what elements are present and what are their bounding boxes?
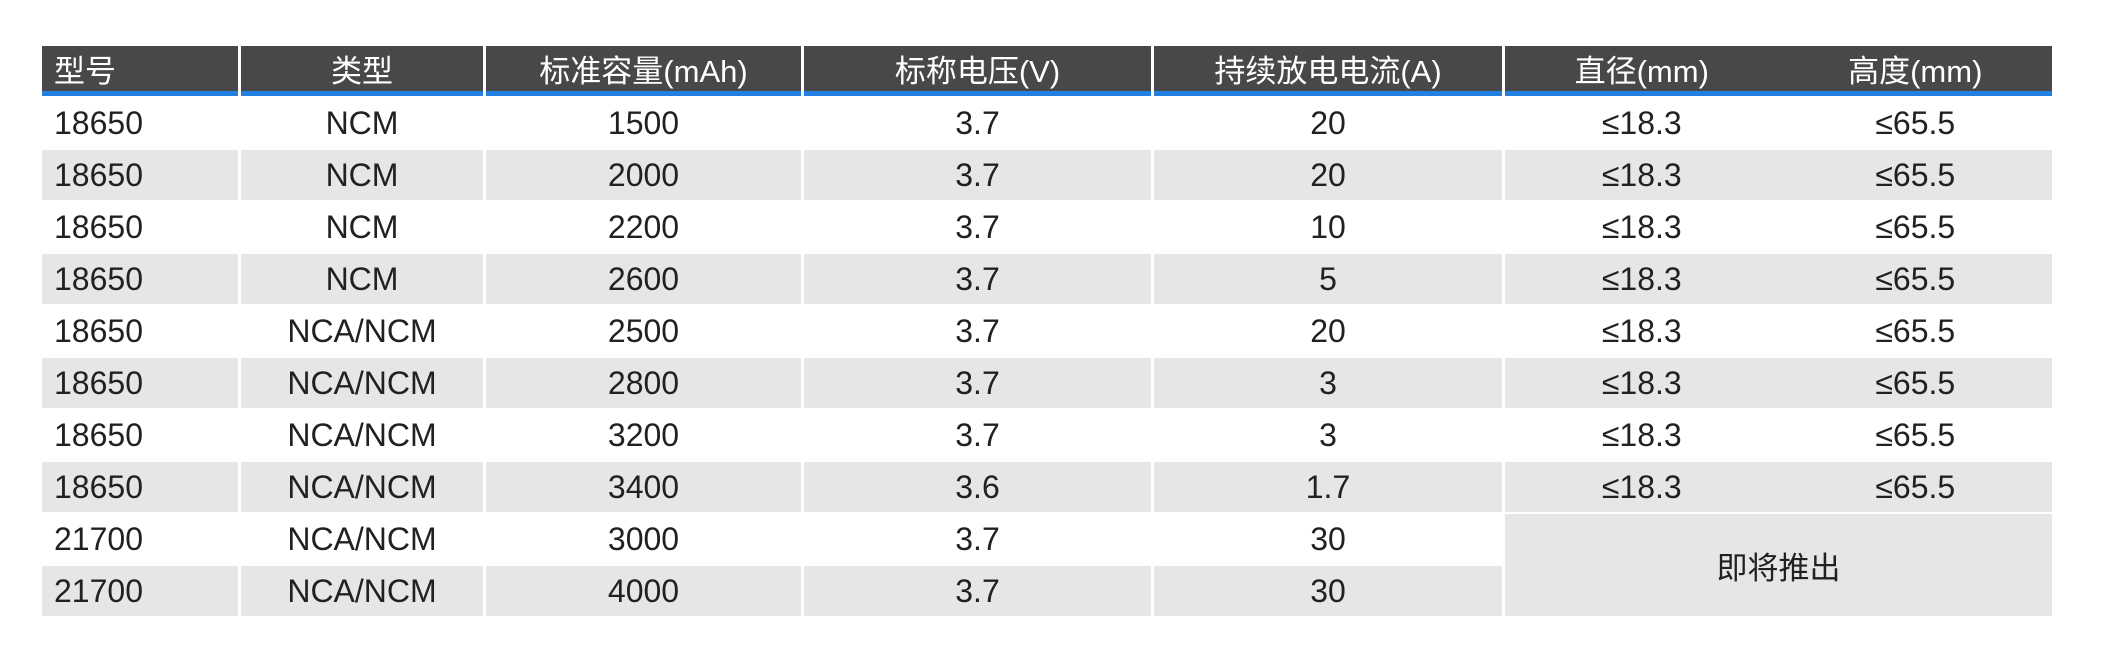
cell-voltage: 3.7 xyxy=(804,358,1151,408)
cell-model: 18650 xyxy=(42,462,238,512)
battery-spec-section: 型号 类型 标准容量(mAh) 标称电压(V) 持续放电电流(A) 直径(mm)… xyxy=(39,44,2055,618)
cell-voltage: 3.7 xyxy=(804,306,1151,356)
cell-diameter: ≤18.3 xyxy=(1601,208,1682,245)
cell-model: 18650 xyxy=(42,254,238,304)
table-row: 21700 NCA/NCM 4000 3.7 30 xyxy=(42,566,2052,616)
cell-model: 18650 xyxy=(42,410,238,460)
cell-capacity: 2800 xyxy=(486,358,801,408)
cell-dimensions: ≤18.3 ≤65.5 xyxy=(1505,358,2052,408)
cell-type: NCA/NCM xyxy=(241,410,483,460)
cell-current: 30 xyxy=(1154,514,1502,564)
cell-height: ≤65.5 xyxy=(1875,364,1956,401)
cell-current: 1.7 xyxy=(1154,462,1502,512)
cell-capacity: 2600 xyxy=(486,254,801,304)
cell-model: 21700 xyxy=(42,514,238,564)
cell-voltage: 3.6 xyxy=(804,462,1151,512)
cell-type: NCA/NCM xyxy=(241,306,483,356)
column-header-capacity: 标准容量(mAh) xyxy=(486,46,801,96)
cell-diameter: ≤18.3 xyxy=(1601,260,1682,297)
cell-capacity: 1500 xyxy=(486,98,801,148)
cell-type: NCM xyxy=(241,150,483,200)
cell-capacity: 2500 xyxy=(486,306,801,356)
cell-capacity: 3000 xyxy=(486,514,801,564)
cell-model: 18650 xyxy=(42,202,238,252)
coming-soon-cell: 即将推出 xyxy=(1505,514,2052,616)
cell-current: 3 xyxy=(1154,358,1502,408)
cell-height: ≤65.5 xyxy=(1875,260,1956,297)
table-row: 18650 NCM 2600 3.7 5 ≤18.3 ≤65.5 xyxy=(42,254,2052,304)
cell-model: 21700 xyxy=(42,566,238,616)
column-header-dimensions: 直径(mm) 高度(mm) xyxy=(1505,46,2052,96)
cell-dimensions: ≤18.3 ≤65.5 xyxy=(1505,254,2052,304)
battery-spec-table: 型号 类型 标准容量(mAh) 标称电压(V) 持续放电电流(A) 直径(mm)… xyxy=(39,44,2055,618)
cell-voltage: 3.7 xyxy=(804,150,1151,200)
cell-voltage: 3.7 xyxy=(804,514,1151,564)
cell-type: NCM xyxy=(241,98,483,148)
cell-capacity: 4000 xyxy=(486,566,801,616)
cell-current: 30 xyxy=(1154,566,1502,616)
header-row: 型号 类型 标准容量(mAh) 标称电压(V) 持续放电电流(A) 直径(mm)… xyxy=(42,46,2052,96)
cell-dimensions: ≤18.3 ≤65.5 xyxy=(1505,462,2052,512)
cell-current: 3 xyxy=(1154,410,1502,460)
cell-dimensions: ≤18.3 ≤65.5 xyxy=(1505,306,2052,356)
column-header-current: 持续放电电流(A) xyxy=(1154,46,1502,96)
cell-voltage: 3.7 xyxy=(804,98,1151,148)
cell-model: 18650 xyxy=(42,150,238,200)
cell-height: ≤65.5 xyxy=(1875,312,1956,349)
cell-voltage: 3.7 xyxy=(804,566,1151,616)
cell-type: NCM xyxy=(241,254,483,304)
cell-height: ≤65.5 xyxy=(1875,208,1956,245)
table-row: 18650 NCM 2200 3.7 10 ≤18.3 ≤65.5 xyxy=(42,202,2052,252)
cell-type: NCA/NCM xyxy=(241,462,483,512)
cell-model: 18650 xyxy=(42,306,238,356)
table-row: 18650 NCM 1500 3.7 20 ≤18.3 ≤65.5 xyxy=(42,98,2052,148)
cell-dimensions: ≤18.3 ≤65.5 xyxy=(1505,410,2052,460)
table-row: 18650 NCM 2000 3.7 20 ≤18.3 ≤65.5 xyxy=(42,150,2052,200)
cell-diameter: ≤18.3 xyxy=(1601,312,1682,349)
cell-height: ≤65.5 xyxy=(1875,468,1956,505)
cell-capacity: 2000 xyxy=(486,150,801,200)
cell-voltage: 3.7 xyxy=(804,254,1151,304)
cell-model: 18650 xyxy=(42,98,238,148)
cell-diameter: ≤18.3 xyxy=(1601,364,1682,401)
table-row: 18650 NCA/NCM 2800 3.7 3 ≤18.3 ≤65.5 xyxy=(42,358,2052,408)
cell-type: NCA/NCM xyxy=(241,358,483,408)
cell-current: 5 xyxy=(1154,254,1502,304)
table-row: 18650 NCA/NCM 3200 3.7 3 ≤18.3 ≤65.5 xyxy=(42,410,2052,460)
cell-capacity: 3200 xyxy=(486,410,801,460)
table-row: 18650 NCA/NCM 3400 3.6 1.7 ≤18.3 ≤65.5 xyxy=(42,462,2052,512)
column-header-voltage: 标称电压(V) xyxy=(804,46,1151,96)
table-row: 21700 NCA/NCM 3000 3.7 30 即将推出 xyxy=(42,514,2052,616)
cell-height: ≤65.5 xyxy=(1875,416,1956,453)
cell-diameter: ≤18.3 xyxy=(1601,416,1682,453)
cell-model: 18650 xyxy=(42,358,238,408)
cell-height: ≤65.5 xyxy=(1875,104,1956,141)
cell-diameter: ≤18.3 xyxy=(1601,156,1682,193)
cell-current: 20 xyxy=(1154,150,1502,200)
cell-voltage: 3.7 xyxy=(804,202,1151,252)
cell-current: 20 xyxy=(1154,98,1502,148)
column-header-diameter: 直径(mm) xyxy=(1574,54,1709,89)
cell-dimensions: ≤18.3 ≤65.5 xyxy=(1505,202,2052,252)
table-row: 18650 NCA/NCM 2500 3.7 20 ≤18.3 ≤65.5 xyxy=(42,306,2052,356)
column-header-type: 类型 xyxy=(241,46,483,96)
cell-height: ≤65.5 xyxy=(1875,156,1956,193)
cell-type: NCA/NCM xyxy=(241,514,483,564)
cell-diameter: ≤18.3 xyxy=(1601,104,1682,141)
cell-dimensions: ≤18.3 ≤65.5 xyxy=(1505,98,2052,148)
column-header-model: 型号 xyxy=(42,46,238,96)
cell-capacity: 3400 xyxy=(486,462,801,512)
cell-dimensions: ≤18.3 ≤65.5 xyxy=(1505,150,2052,200)
cell-current: 10 xyxy=(1154,202,1502,252)
column-header-height: 高度(mm) xyxy=(1848,54,1983,89)
cell-type: NCA/NCM xyxy=(241,566,483,616)
cell-type: NCM xyxy=(241,202,483,252)
cell-diameter: ≤18.3 xyxy=(1601,468,1682,505)
cell-voltage: 3.7 xyxy=(804,410,1151,460)
cell-current: 20 xyxy=(1154,306,1502,356)
cell-capacity: 2200 xyxy=(486,202,801,252)
